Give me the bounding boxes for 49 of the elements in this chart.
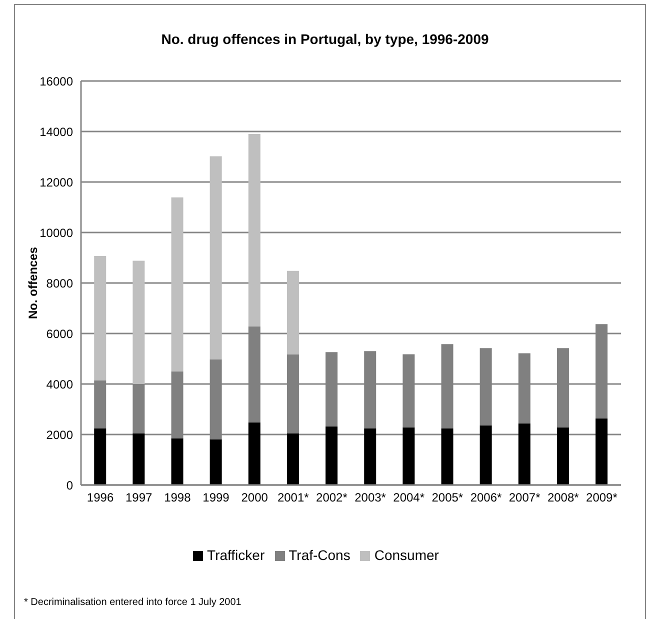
bar [171,438,184,485]
x-tick-label: 2008* [547,490,580,505]
y-tick-label: 0 [66,478,74,492]
bar [248,422,260,485]
x-tick-label: 1998 [164,490,192,505]
x-tick-label: 2007* [508,490,541,505]
x-tick-label: 2009* [586,490,618,505]
text: * Decriminalisation entered into force 1 July 2001 [24,597,242,608]
bar [210,439,222,485]
x-tick-label: 2001* [277,490,310,505]
x-tick-label: 2003* [354,490,386,505]
bar [364,428,376,485]
y-tick-label: 10000 [40,226,74,240]
legend-label: Traf-Cons [288,547,350,563]
y-tick-label: 8000 [46,276,74,290]
y-tick-label: 2000 [46,428,74,442]
x-tick-label: 1997 [126,490,153,505]
x-tick-label: 2000 [241,490,268,505]
y-tick-label: 14000 [40,124,74,139]
bar [132,433,145,485]
bar [596,418,608,485]
x-tick-label: 2002* [316,490,348,505]
bar [171,197,184,372]
chart-title: No. drug offences in Portugal, by type, 1996-2009 [160,31,490,47]
bar [518,423,530,485]
x-tick-label: 2006* [470,490,502,505]
x-tick-label: 2004* [393,490,425,505]
legend-label: Consumer [374,547,439,563]
x-tick-label: 2005* [432,490,464,505]
bar [286,433,299,485]
bar [480,425,492,485]
y-tick-label: 12000 [40,175,74,190]
bar [556,427,569,485]
bar [94,428,106,485]
x-tick-label: 1996 [86,490,114,505]
bar [248,134,260,326]
bar [326,426,338,485]
bar [132,260,145,384]
legend-label: Trafficker [207,547,265,563]
y-tick-label: 4000 [46,377,74,392]
bar [210,156,222,360]
bar [94,256,106,380]
bar [402,427,415,485]
y-tick-label: 6000 [46,326,74,341]
x-tick-label: 1999 [202,490,230,505]
y-axis-title: No. offences [26,246,40,320]
bar [286,270,299,354]
y-tick-label: 16000 [40,74,74,88]
bar [441,428,454,485]
